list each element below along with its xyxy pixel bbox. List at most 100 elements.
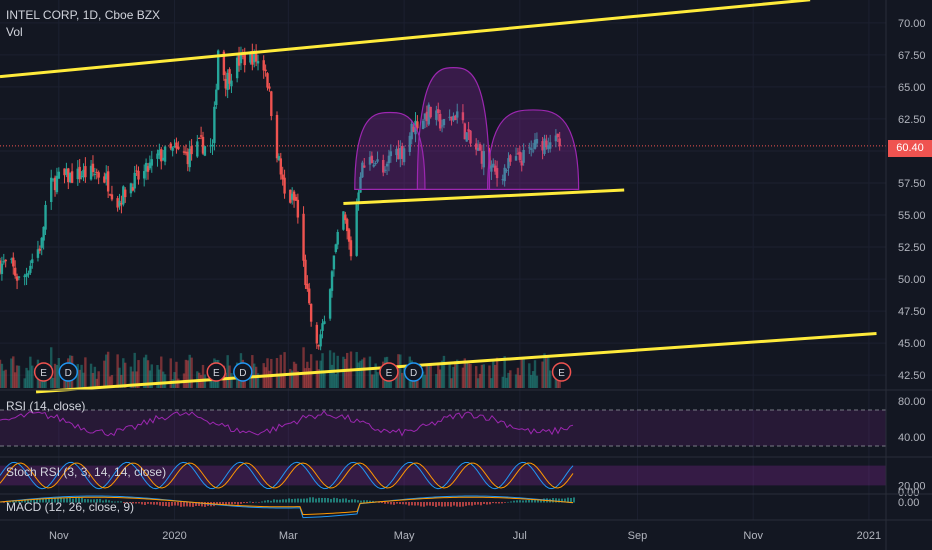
candle-body <box>150 159 153 166</box>
volume-bar <box>29 356 32 388</box>
macd-signal-line <box>0 496 574 516</box>
volume-bar <box>17 365 21 388</box>
volume-bar <box>12 356 15 388</box>
macd-histogram-bar <box>558 498 560 503</box>
candle-body <box>425 111 429 122</box>
volume-bar <box>454 361 457 388</box>
macd-histogram-bar <box>21 499 23 503</box>
macd-histogram-bar <box>219 502 221 506</box>
macd-histogram-bar <box>528 500 530 503</box>
macd-histogram-bar <box>468 502 470 506</box>
candle-body <box>40 237 43 248</box>
candle-body <box>342 211 345 230</box>
price-tick-label: 57.50 <box>898 178 926 190</box>
candle-body <box>344 214 347 221</box>
macd-histogram-bar <box>342 498 344 503</box>
macd-histogram-bar <box>39 499 41 503</box>
earnings-marker[interactable]: E <box>551 362 572 382</box>
volume-bar <box>482 364 485 388</box>
earnings-marker[interactable]: E <box>379 362 399 382</box>
macd-label[interactable]: MACD (12, 26, close, 9) <box>6 500 135 514</box>
volume-bar <box>530 374 533 388</box>
candle-body <box>423 113 427 120</box>
dividend-marker[interactable]: D <box>233 362 253 382</box>
volume-bar <box>547 357 550 388</box>
candle-body <box>161 157 165 160</box>
candle-body <box>467 129 470 132</box>
candle-body <box>308 288 311 304</box>
event-label: E <box>213 368 220 379</box>
macd-histogram-bar <box>318 497 320 503</box>
candle-body <box>545 140 548 148</box>
volume-bar <box>368 356 372 388</box>
volume-bar <box>520 359 523 388</box>
macd-histogram-bar <box>324 497 326 503</box>
trendline <box>35 332 877 394</box>
macd-histogram-bar <box>192 502 194 507</box>
rsi-band <box>0 410 886 446</box>
macd-histogram-bar <box>177 502 179 506</box>
symbol-title[interactable]: INTEL CORP, 1D, Cboe BZX <box>6 8 161 22</box>
volume-bar <box>463 358 467 388</box>
volume-bar <box>505 377 508 388</box>
macd-histogram-bar <box>150 502 152 505</box>
candle-body <box>82 169 85 178</box>
volume-bar <box>376 372 379 388</box>
macd-histogram-bar <box>96 499 98 503</box>
candle-body <box>429 106 432 118</box>
price-candles[interactable] <box>0 43 561 351</box>
macd-histogram-bar <box>102 500 104 503</box>
volume-bar <box>249 369 252 388</box>
volume-bar <box>306 361 309 388</box>
candle-body <box>531 150 535 152</box>
macd-histogram-bar <box>360 500 362 503</box>
macd-histogram-bar <box>300 498 302 503</box>
candle-body <box>31 259 34 264</box>
macd-histogram-bar <box>567 497 569 503</box>
macd-histogram-bar <box>303 498 305 503</box>
volume-bar <box>475 366 478 388</box>
volume-bar <box>150 364 153 388</box>
candle-body <box>374 163 377 165</box>
dividend-marker[interactable]: D <box>403 362 424 382</box>
macd-histogram-bar <box>573 497 575 503</box>
candle-body <box>357 192 360 202</box>
volume-bar <box>156 364 159 388</box>
volume-bar <box>516 367 520 388</box>
head-shoulders-arc <box>486 109 580 190</box>
macd-histogram-bar <box>234 502 236 504</box>
macd-histogram-bar <box>108 500 110 503</box>
volume-bar <box>270 358 273 388</box>
stoch-rsi-label[interactable]: Stoch RSI (3, 3, 14, 14, close) <box>6 465 167 479</box>
rsi-label[interactable]: RSI (14, close) <box>6 399 86 413</box>
macd-histogram-bar <box>450 502 452 507</box>
earnings-marker[interactable]: E <box>33 362 54 382</box>
dividend-marker[interactable]: D <box>58 362 79 382</box>
macd-histogram-bar <box>240 502 242 504</box>
macd-histogram-bar <box>522 500 524 503</box>
price-tick-label: 62.50 <box>898 114 926 126</box>
candle-body <box>89 165 93 180</box>
candle-body <box>230 80 233 87</box>
macd-histogram-bar <box>315 498 317 503</box>
macd-histogram-bar <box>156 502 158 505</box>
volume-bar <box>173 372 176 388</box>
macd-histogram-bar <box>531 499 533 503</box>
earnings-marker[interactable]: E <box>206 362 227 382</box>
volume-bar <box>268 370 271 388</box>
candle-body <box>105 173 108 180</box>
drawing-annotations[interactable] <box>0 0 877 394</box>
macd-histogram-bar <box>141 502 143 505</box>
candle-body <box>465 132 468 142</box>
candle-body <box>249 51 252 63</box>
candle-body <box>209 145 212 147</box>
macd-histogram-bar <box>48 498 50 503</box>
candle-body <box>116 198 119 208</box>
candle-body <box>27 273 30 275</box>
event-label: D <box>239 368 246 379</box>
candle-body <box>137 170 140 180</box>
macd-histogram-bar <box>384 502 386 504</box>
